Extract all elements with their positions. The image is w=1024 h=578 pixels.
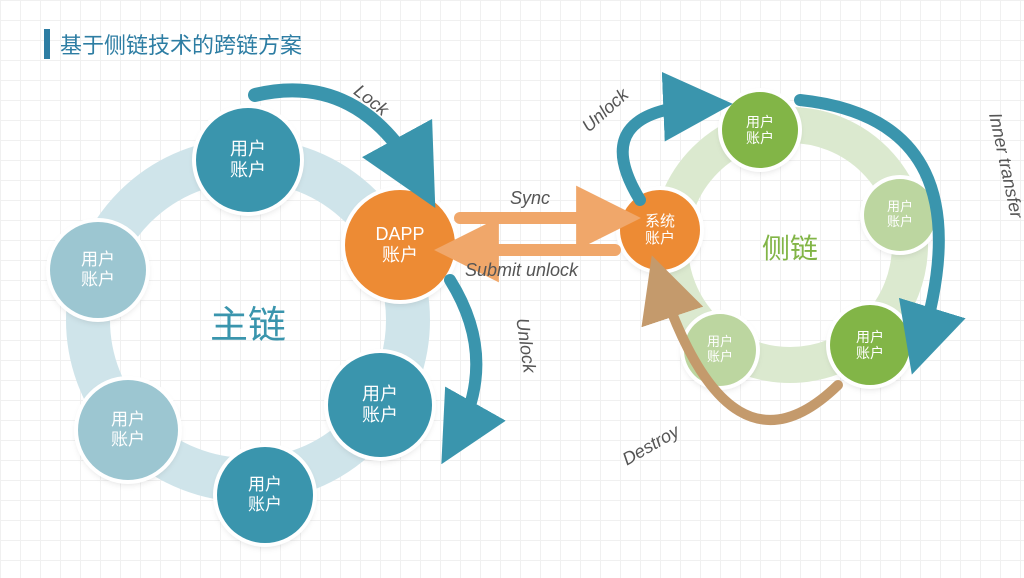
user-account-node: 用户账户 (196, 108, 300, 212)
label-unlock-right: Unlock (578, 84, 633, 136)
user-account-node: 用户账户 (217, 447, 313, 543)
label-submit-unlock: Submit unlock (465, 260, 578, 281)
label-unlock-left: Unlock (511, 317, 539, 374)
user-account-node: 用户账户 (50, 222, 146, 318)
title-text: 基于侧链技术的跨链方案 (60, 28, 302, 60)
user-account-node: 用户账户 (328, 353, 432, 457)
page-title: 基于侧链技术的跨链方案 (44, 28, 302, 60)
diagram-stage: 基于侧链技术的跨链方案 主链 侧链 用户账户DAPP账户用户账户用户账户用户账户… (0, 0, 1024, 578)
user-account-node: 用户账户 (684, 314, 756, 386)
label-destroy: Destroy (619, 421, 683, 470)
label-inner-transfer: Inner transfer (984, 111, 1024, 220)
user-account-node: 用户账户 (830, 305, 910, 385)
user-account-node: 用户账户 (722, 92, 798, 168)
dapp-account-node: DAPP账户 (345, 190, 455, 300)
user-account-node: 用户账户 (78, 380, 178, 480)
label-lock: Lock (350, 81, 393, 121)
system-account-node: 系统账户 (620, 190, 700, 270)
user-account-node: 用户账户 (864, 179, 936, 251)
label-sync: Sync (510, 188, 550, 209)
arrow-unlock_left (450, 280, 476, 440)
